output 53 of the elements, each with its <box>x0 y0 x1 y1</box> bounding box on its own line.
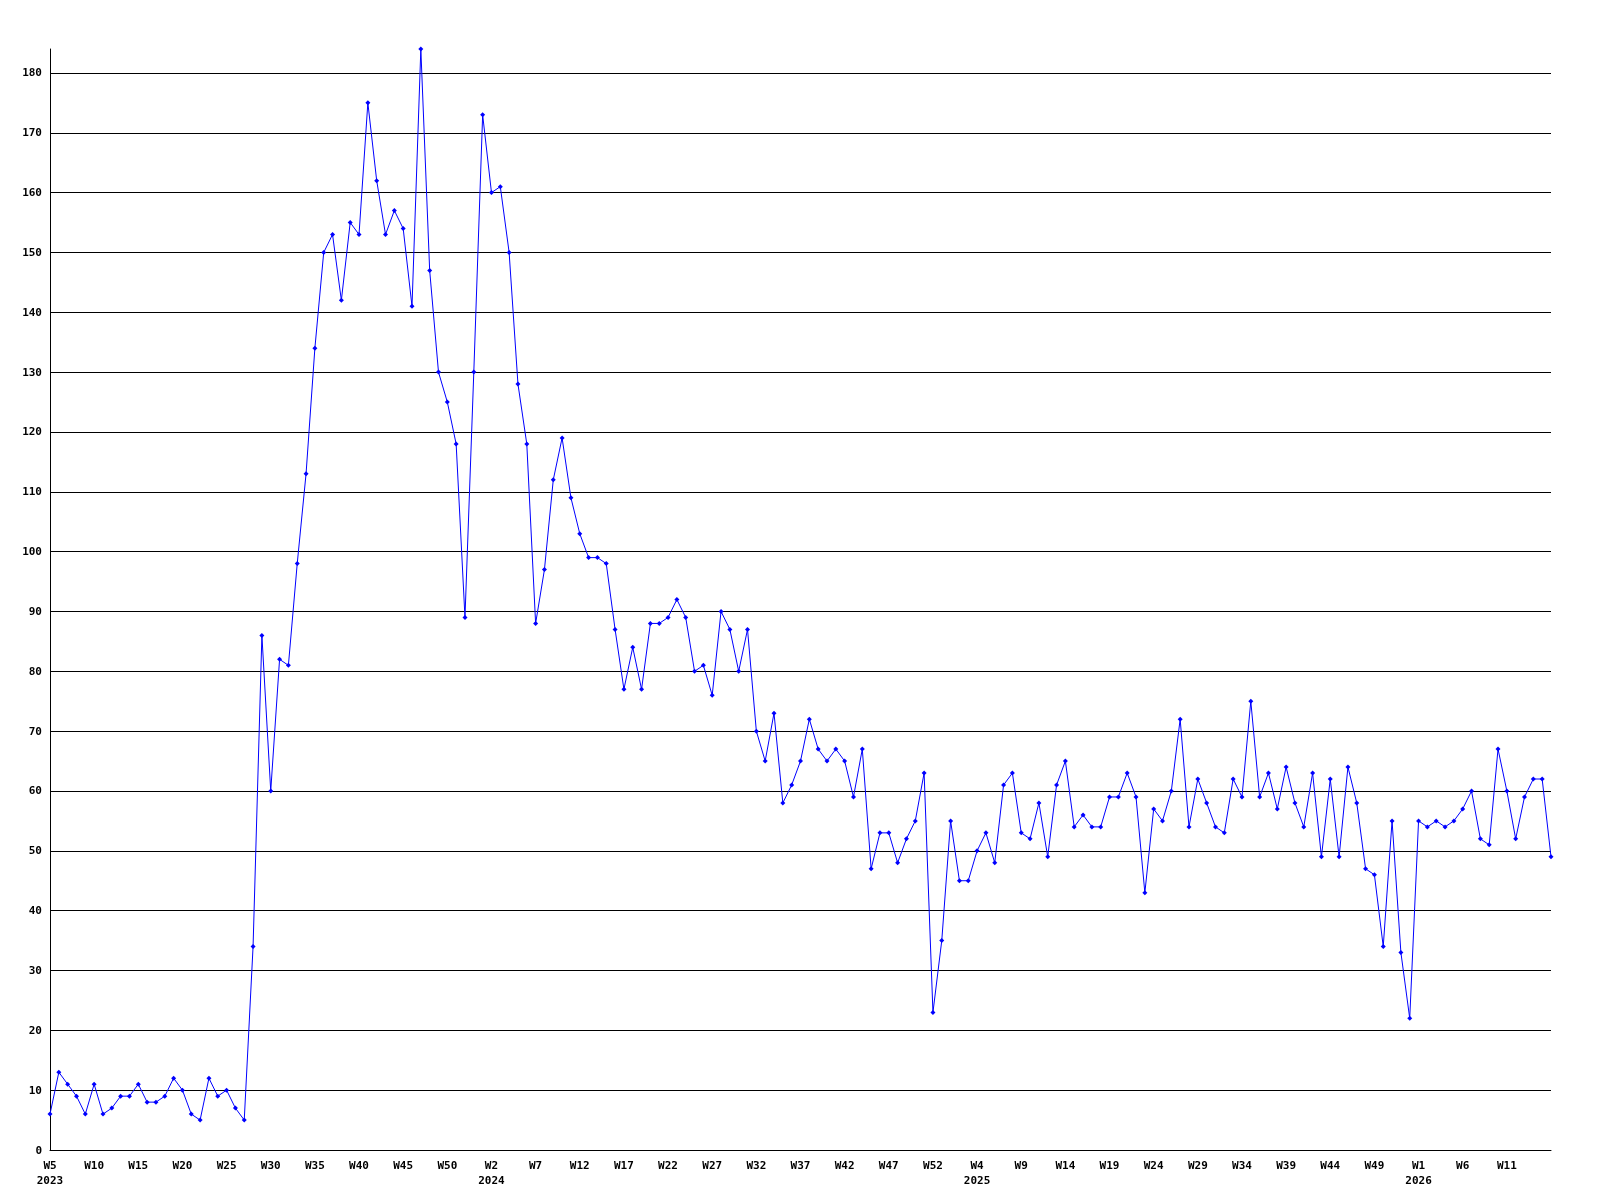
y-tick-label: 170 <box>22 126 42 140</box>
x-tick-label: W24 <box>1143 1159 1164 1172</box>
x-tick-label: W40 <box>349 1159 369 1172</box>
x-tick-label: W35 <box>304 1159 325 1172</box>
x-tick-label: W30 <box>260 1159 281 1172</box>
x-tick-label: W37 <box>790 1159 811 1172</box>
x-tick-label: W34 <box>1232 1159 1253 1172</box>
y-tick-label: 20 <box>28 1023 42 1037</box>
x-tick-label: W32 <box>746 1159 767 1172</box>
x-tick-label: W7 <box>528 1159 543 1172</box>
x-tick-label: W15 <box>128 1159 149 1172</box>
x-tick-label: W29 <box>1187 1159 1208 1172</box>
x-tick-label: W27 <box>702 1159 723 1172</box>
y-tick-label: 90 <box>28 604 42 618</box>
y-tick-label: 50 <box>28 844 42 858</box>
y-tick-label: 110 <box>22 485 42 499</box>
x-tick-label: W11 <box>1496 1159 1518 1172</box>
y-tick-label: 160 <box>22 186 42 200</box>
y-tick-label: 30 <box>28 963 42 977</box>
x-tick-label: W50 <box>437 1159 458 1172</box>
x-tick-label: W9 <box>1014 1159 1028 1172</box>
x-tick-label: W49 <box>1364 1159 1385 1172</box>
y-tick-label: 100 <box>22 545 42 559</box>
x-tick-label: W52 <box>923 1159 943 1172</box>
x-tick-label: W5 2023 <box>36 1159 64 1187</box>
y-tick-label: 10 <box>28 1083 42 1097</box>
y-tick-label: 60 <box>28 784 42 798</box>
y-tick-label: 70 <box>28 724 42 738</box>
x-tick-label: W45 <box>393 1159 414 1172</box>
x-tick-label: W47 <box>878 1159 899 1172</box>
y-tick-label: 180 <box>22 66 42 80</box>
x-tick-label: W20 <box>172 1159 193 1172</box>
x-tick-label: W10 <box>84 1159 105 1172</box>
y-tick-label: 150 <box>22 245 42 259</box>
y-tick-label: 0 <box>35 1143 42 1157</box>
x-tick-label: W22 <box>658 1159 678 1172</box>
x-tick-label: W14 <box>1055 1159 1076 1172</box>
y-tick-label: 140 <box>22 305 42 319</box>
x-tick-label: W4 2025 <box>963 1159 991 1187</box>
x-tick-label: W25 <box>216 1159 237 1172</box>
x-tick-label: W6 <box>1456 1159 1470 1172</box>
x-tick-label: W2 2024 <box>478 1159 506 1187</box>
x-tick-label: W1 2026 <box>1405 1159 1433 1187</box>
x-tick-label: W39 <box>1276 1159 1297 1172</box>
x-tick-label: W44 <box>1320 1159 1341 1172</box>
y-tick-label: 130 <box>22 365 42 379</box>
x-tick-label: W12 <box>569 1159 590 1172</box>
y-tick-label: 120 <box>22 425 42 439</box>
x-tick-label: W17 <box>613 1159 634 1172</box>
x-tick-label: W42 <box>834 1159 855 1172</box>
x-tick-label: W19 <box>1099 1159 1120 1172</box>
y-tick-label: 80 <box>28 664 42 678</box>
y-tick-label: 40 <box>28 904 42 918</box>
